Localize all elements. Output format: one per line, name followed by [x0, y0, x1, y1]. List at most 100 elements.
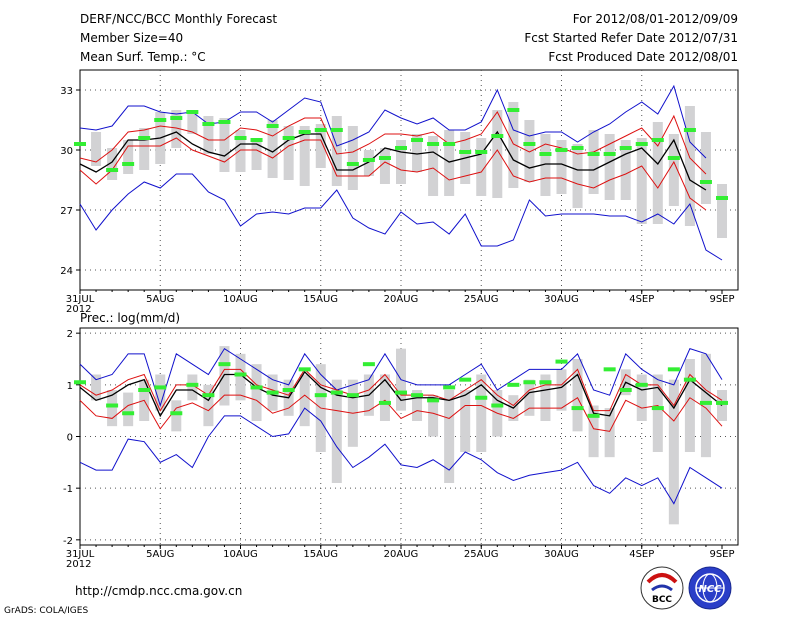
median-marker [587, 413, 600, 418]
median-marker [716, 196, 728, 200]
spread-box [717, 184, 727, 238]
median-marker [475, 395, 488, 400]
variable-label: Mean Surf. Temp.: °C [80, 50, 206, 64]
spread-box [604, 134, 615, 200]
spread-box [604, 408, 615, 458]
spread-box [620, 140, 631, 200]
y-tick-label: -2 [63, 536, 73, 547]
x-tick-label: 4SEP [629, 549, 654, 560]
spread-box [396, 140, 406, 184]
y-tick-label: 24 [60, 266, 73, 277]
median-marker [427, 398, 440, 403]
spread-box [476, 374, 487, 452]
spread-box [299, 126, 310, 186]
median-marker [378, 400, 391, 405]
median-marker [282, 136, 295, 140]
spread-box [668, 379, 679, 525]
median-marker [459, 150, 472, 154]
median-marker [411, 138, 424, 142]
median-marker [266, 390, 279, 395]
x-tick-label: 15AUG [303, 549, 338, 560]
spread-box [636, 374, 647, 421]
x-tick-label: 9SEP [709, 294, 734, 305]
series-line-ensemble-min [79, 173, 723, 261]
spread-box [251, 138, 262, 170]
spread-box [299, 374, 310, 427]
spread-box [331, 379, 342, 483]
median-marker [186, 382, 199, 387]
spread-box [508, 102, 519, 188]
forecast-period-label: For 2012/08/01-2012/09/09 [573, 12, 738, 26]
grads-credit: GrADS: COLA/IGES [4, 606, 88, 616]
spread-box [556, 369, 567, 411]
median-marker [523, 380, 536, 385]
spread-box [107, 390, 118, 427]
temperature-panel: 24 27 30 33 31JUL 5AUG 10AUG 15AUG 20AUG 25AUG 30A… [60, 69, 739, 315]
median-marker [459, 377, 472, 382]
x-tick-label: 15AUG [303, 294, 338, 305]
spread-box [379, 374, 390, 421]
median-marker [154, 385, 167, 390]
median-marker [507, 382, 520, 387]
precip-panel-title: Prec.: log(mm/d) [80, 311, 180, 325]
median-marker [106, 403, 119, 408]
median-marker [635, 142, 648, 146]
series-line-ensemble-min [79, 407, 723, 505]
spread-box [684, 359, 695, 452]
spread-box [123, 392, 134, 427]
x-tick-label: 20AUG [384, 294, 419, 305]
spread-box [444, 390, 455, 483]
median-marker [635, 382, 648, 387]
x-tick-label: 31JUL [66, 294, 95, 305]
series-line-ensemble-mean [79, 370, 723, 418]
spread-box [203, 116, 214, 154]
x-tick-label: 25AUG [464, 294, 499, 305]
spread-box [139, 128, 150, 170]
y-tick-label: 27 [60, 206, 73, 217]
spread-box [155, 374, 166, 411]
spread-box [652, 374, 663, 452]
precipitation-panel: -2 -1 0 1 2 31JUL 5AUG 10AUG 15AUG 20AUG 25AUG 30AU… [63, 327, 739, 570]
median-marker [298, 367, 311, 372]
spread-box [588, 130, 599, 194]
median-marker [651, 138, 664, 142]
y-tick-label: 2 [67, 329, 73, 340]
median-marker [523, 142, 536, 146]
x-tick-label: 20AUG [384, 549, 419, 560]
spread-box [171, 110, 182, 148]
spread-box [572, 144, 583, 208]
median-marker [362, 158, 375, 162]
spread-box [476, 138, 487, 196]
median-marker [411, 393, 424, 398]
median-marker [539, 152, 552, 156]
median-marker [170, 116, 183, 120]
median-marker [138, 388, 151, 392]
median-marker [443, 385, 456, 390]
median-marker [699, 400, 712, 405]
x-tick-label: 25AUG [464, 549, 499, 560]
spread-box [331, 116, 342, 186]
median-marker [699, 180, 712, 184]
median-marker [282, 388, 295, 392]
spread-box [700, 132, 711, 204]
median-marker [475, 150, 488, 154]
spread-box [588, 405, 599, 458]
plot-frame [79, 327, 739, 546]
median-marker [555, 148, 568, 152]
x-tick-label: 30AUG [544, 294, 579, 305]
median-marker [330, 128, 343, 132]
median-marker [683, 377, 696, 382]
spread-box [219, 118, 230, 172]
series-line-ensemble-mean [79, 130, 707, 191]
median-marker [74, 142, 86, 146]
spread-box [700, 353, 711, 458]
median-marker [507, 108, 520, 112]
source-url[interactable]: http://cmdp.ncc.cma.gov.cn [75, 584, 242, 598]
spread-box [347, 126, 358, 190]
median-marker [250, 138, 263, 142]
spread-box [460, 390, 471, 452]
spread-box [684, 106, 695, 226]
series-line-ensemble-max [79, 84, 707, 159]
median-marker [443, 142, 456, 146]
